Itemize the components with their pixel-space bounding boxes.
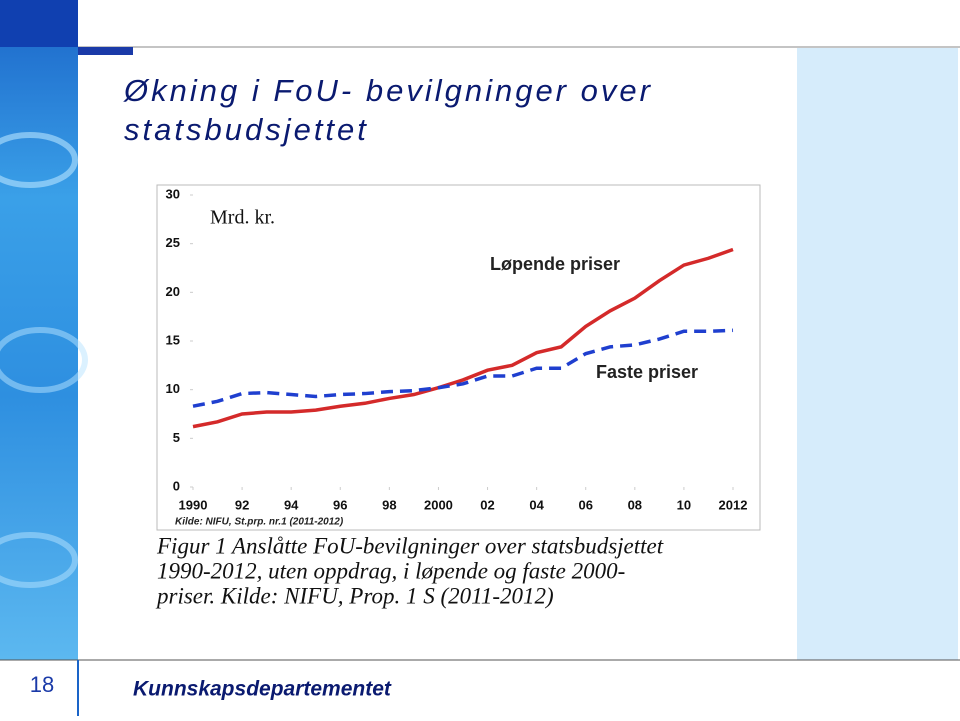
top-accent xyxy=(78,47,133,55)
y-tick-label: 10 xyxy=(166,381,180,396)
x-tick-label: 2012 xyxy=(719,497,748,512)
x-tick-label: 92 xyxy=(235,497,249,512)
y-tick-label: 0 xyxy=(173,478,180,493)
x-tick-label: 02 xyxy=(480,497,494,512)
right-panel xyxy=(797,48,958,660)
series-label: Faste priser xyxy=(596,362,698,382)
y-axis-label: Mrd. kr. xyxy=(210,207,275,229)
decor xyxy=(0,327,88,393)
x-tick-label: 08 xyxy=(628,497,642,512)
x-tick-label: 98 xyxy=(382,497,396,512)
corner-block xyxy=(0,0,78,47)
series-label: Løpende priser xyxy=(490,254,620,274)
y-tick-label: 5 xyxy=(173,430,180,445)
y-tick-label: 30 xyxy=(166,186,180,201)
source: Kilde: NIFU, St.prp. nr.1 (2011-2012) xyxy=(175,517,344,528)
caption: priser. Kilde: NIFU, Prop. 1 S (2011-201… xyxy=(155,583,554,608)
y-tick-label: 25 xyxy=(166,235,180,250)
x-tick-label: 10 xyxy=(677,497,691,512)
y-tick-label: 15 xyxy=(166,332,180,347)
slide-title: Økning i FoU- bevilgninger over xyxy=(123,73,653,108)
series-line xyxy=(192,247,734,429)
chart-frame xyxy=(156,184,761,531)
series-line xyxy=(192,328,734,408)
x-tick-label: 96 xyxy=(333,497,347,512)
page-number: 18 xyxy=(30,672,54,697)
x-tick-label: 94 xyxy=(284,497,299,512)
page-box xyxy=(0,661,78,716)
y-tick-label: 20 xyxy=(166,284,180,299)
decor xyxy=(0,132,78,188)
x-tick-label: 06 xyxy=(578,497,592,512)
x-tick-label: 1990 xyxy=(179,497,208,512)
x-tick-label: 04 xyxy=(529,497,544,512)
decor xyxy=(0,532,78,588)
x-tick-label: 2000 xyxy=(424,497,453,512)
caption: 1990-2012, uten oppdrag, i løpende og fa… xyxy=(157,558,625,583)
footer: Kunnskapsdepartementet xyxy=(133,678,392,701)
caption: Figur 1 Anslåtte FoU-bevilgninger over s… xyxy=(156,533,664,558)
slide-title: statsbudsjettet xyxy=(124,112,369,147)
